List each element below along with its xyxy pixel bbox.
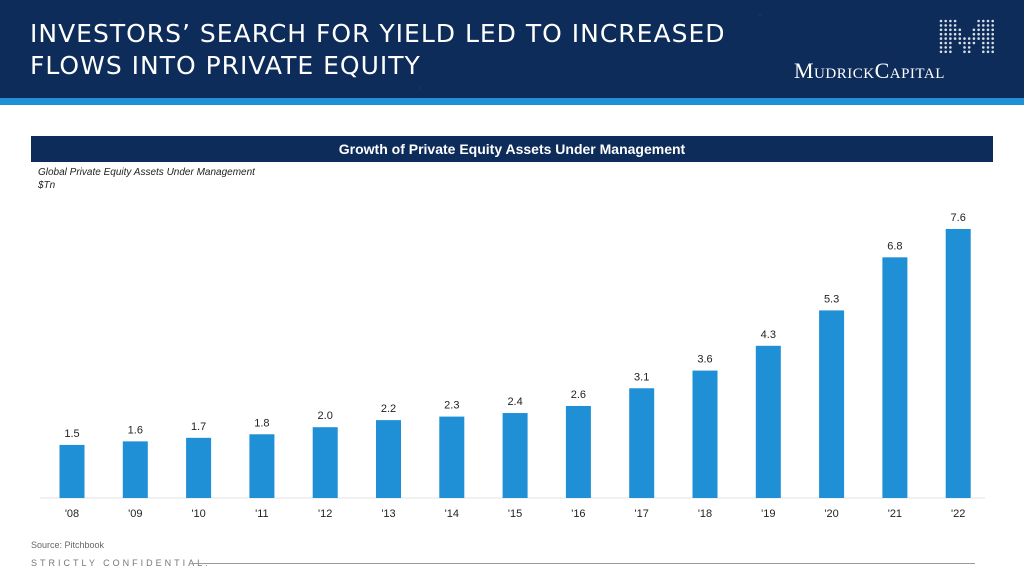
chart-title: Growth of Private Equity Assets Under Ma… [31, 136, 993, 162]
chart-unit-label: $Tn [38, 180, 56, 191]
x-tick-label-11: '19 [761, 508, 775, 520]
data-label-6: 2.3 [444, 400, 459, 412]
x-tick-label-14: '22 [951, 508, 965, 520]
header-texture [119, 14, 761, 89]
bar-7 [502, 413, 528, 498]
confidential-notice: STRICTLY CONFIDENTIAL. [31, 558, 211, 568]
page-title-line2: FLOWS INTO PRIVATE EQUITY [30, 51, 421, 80]
data-label-7: 2.4 [507, 396, 522, 408]
data-label-8: 2.6 [571, 389, 586, 401]
bar-8 [565, 405, 591, 498]
bar-5 [376, 420, 401, 498]
header-accent-band [0, 98, 1024, 105]
bar-6 [439, 416, 465, 498]
data-label-10: 3.6 [697, 354, 712, 366]
data-label-13: 6.8 [887, 240, 902, 252]
aum-bar-chart: 1.5 '08 1.6 '09 1.7 '10 1.8 '11 2.0 '12 2.2 '13 2.3 '… [40, 212, 985, 520]
data-label-5: 2.2 [381, 403, 396, 415]
x-tick-label-4: '12 [318, 508, 332, 520]
data-label-4: 2.0 [318, 410, 333, 422]
page-title: INVESTORS’ SEARCH FOR YIELD LED TO INCRE… [30, 18, 730, 82]
x-tick-label-3: '11 [255, 508, 269, 520]
source-note: Source: Pitchbook [31, 540, 105, 550]
x-tick-label-9: '17 [635, 508, 649, 520]
data-label-0: 1.5 [64, 428, 79, 440]
logo-m-mark-icon [939, 19, 994, 54]
footer-divider [192, 563, 975, 564]
x-tick-label-12: '20 [824, 508, 838, 520]
data-label-11: 4.3 [761, 329, 776, 341]
bar-9 [629, 388, 655, 498]
x-tick-label-5: '13 [381, 508, 395, 520]
data-label-12: 5.3 [824, 293, 839, 305]
header-banner: INVESTORS’ SEARCH FOR YIELD LED TO INCRE… [0, 0, 1024, 98]
bar-10 [692, 370, 718, 498]
chart-subtitle-line1: Global Private Equity Assets Under Manag… [38, 167, 255, 178]
x-tick-label-6: '14 [445, 508, 459, 520]
bar-11 [755, 345, 781, 498]
x-tick-label-7: '15 [508, 508, 522, 520]
bar-14 [945, 229, 971, 498]
bar-12 [819, 310, 845, 498]
x-tick-label-8: '16 [571, 508, 585, 520]
bar-2 [186, 437, 212, 498]
x-tick-label-1: '09 [128, 508, 142, 520]
chart-subtitle: Global Private Equity Assets Under Manag… [38, 166, 255, 192]
data-label-2: 1.7 [191, 421, 206, 433]
bar-4 [312, 427, 338, 498]
data-label-14: 7.6 [951, 212, 966, 224]
logo-wordmark: MudrickCapital [794, 58, 945, 83]
data-label-9: 3.1 [634, 371, 649, 383]
data-label-1: 1.6 [128, 424, 143, 436]
x-tick-label-13: '21 [888, 508, 902, 520]
x-tick-label-10: '18 [698, 508, 712, 520]
data-label-3: 1.8 [254, 417, 269, 429]
bar-1 [122, 441, 148, 498]
page-title-line1: INVESTORS’ SEARCH FOR YIELD LED TO INCRE… [30, 19, 726, 48]
bar-13 [882, 257, 908, 498]
x-tick-label-0: '08 [65, 508, 79, 520]
bar-0 [59, 444, 85, 498]
x-tick-label-2: '10 [191, 508, 205, 520]
mudrick-capital-logo: MudrickCapital [790, 14, 1000, 86]
bar-3 [249, 434, 275, 498]
